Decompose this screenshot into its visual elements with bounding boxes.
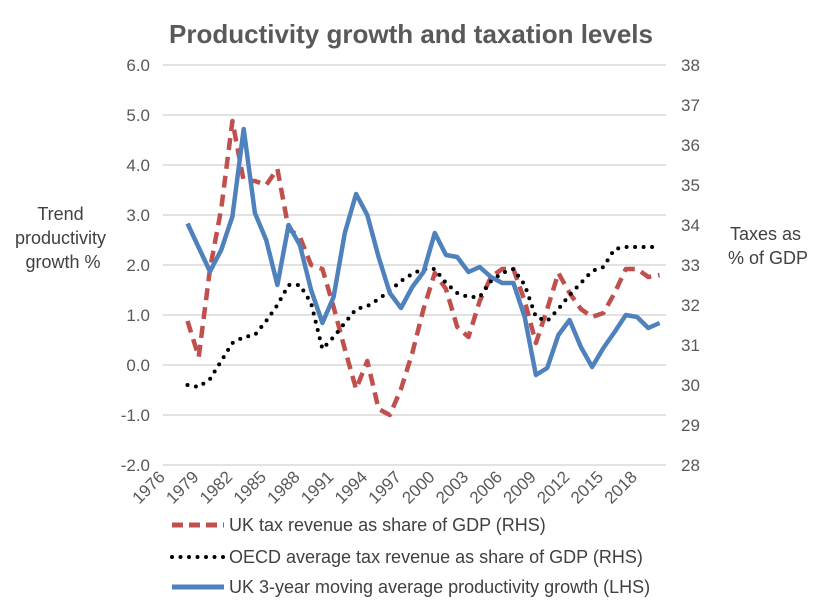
x-tick-label: 2012 <box>533 467 573 507</box>
series-line-0 <box>185 118 660 418</box>
right-axis-title: Taxes as % of GDP <box>728 224 808 268</box>
left-tick-label: -1.0 <box>121 406 150 425</box>
right-tick-label: 36 <box>681 136 700 155</box>
legend-label-uk-tax: UK tax revenue as share of GDP (RHS) <box>229 515 546 535</box>
right-tick-label: 31 <box>681 336 700 355</box>
gridlines <box>163 64 666 466</box>
right-tick-label: 37 <box>681 96 700 115</box>
x-tick-label: 1982 <box>196 467 236 507</box>
left-tick-label: -2.0 <box>121 456 150 475</box>
right-axis-ticks: 38 37 36 35 34 33 32 31 30 29 28 <box>681 56 700 475</box>
legend: UK tax revenue as share of GDP (RHS) OEC… <box>170 515 650 597</box>
x-tick-label: 1985 <box>230 467 270 507</box>
left-tick-label: 0.0 <box>126 356 150 375</box>
left-tick-label: 2.0 <box>126 256 150 275</box>
x-tick-label: 2009 <box>500 467 540 507</box>
right-tick-label: 28 <box>681 456 700 475</box>
legend-label-uk-productivity: UK 3-year moving average productivity gr… <box>229 577 650 597</box>
x-tick-label: 2003 <box>432 467 472 507</box>
left-tick-label: 3.0 <box>126 206 150 225</box>
right-tick-label: 38 <box>681 56 700 75</box>
chart-title: Productivity growth and taxation levels <box>169 19 653 49</box>
x-tick-label: 1994 <box>331 467 371 507</box>
right-tick-label: 34 <box>681 216 700 235</box>
left-axis-ticks: 6.0 5.0 4.0 3.0 2.0 1.0 0.0 -1.0 -2.0 <box>121 56 150 475</box>
left-tick-label: 1.0 <box>126 306 150 325</box>
x-tick-label: 2015 <box>567 467 607 507</box>
right-tick-label: 33 <box>681 256 700 275</box>
x-tick-label: 1979 <box>162 467 202 507</box>
left-tick-label: 4.0 <box>126 156 150 175</box>
x-tick-label: 2006 <box>466 467 506 507</box>
x-tick-label: 1988 <box>264 467 304 507</box>
left-tick-label: 6.0 <box>126 56 150 75</box>
right-tick-label: 30 <box>681 376 700 395</box>
x-tick-label: 2018 <box>601 467 641 507</box>
legend-label-oecd-tax: OECD average tax revenue as share of GDP… <box>229 547 643 567</box>
right-tick-label: 35 <box>681 176 700 195</box>
series-group <box>185 118 662 418</box>
right-tick-label: 32 <box>681 296 700 315</box>
x-tick-label: 1991 <box>297 467 337 507</box>
x-tick-label: 2000 <box>398 467 438 507</box>
left-axis-title: Trend productivity growth % <box>15 204 111 272</box>
right-axis-title-line: Taxes as <box>730 224 801 244</box>
left-axis-title-line: growth % <box>25 252 100 272</box>
left-axis-title-line: Trend <box>37 204 83 224</box>
x-axis-ticks: 1976197919821985198819911994199720002003… <box>129 467 641 507</box>
right-tick-label: 29 <box>681 416 700 435</box>
series-line-2 <box>185 126 661 378</box>
left-tick-label: 5.0 <box>126 106 150 125</box>
x-tick-label: 1997 <box>365 467 405 507</box>
left-axis-title-line: productivity <box>15 228 106 248</box>
right-axis-title-line: % of GDP <box>728 248 808 268</box>
